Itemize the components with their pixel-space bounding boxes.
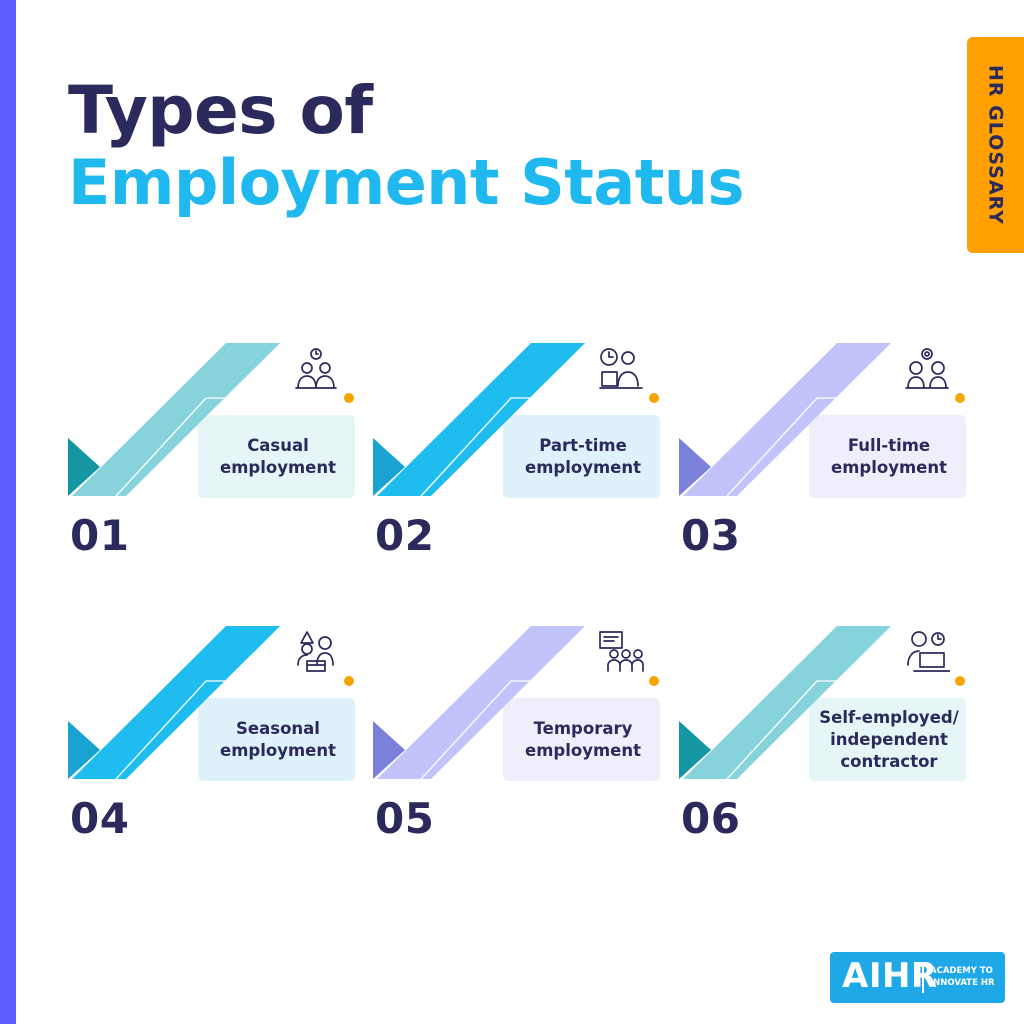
check-swoosh (373, 343, 660, 498)
check-swoosh (68, 626, 355, 781)
card-label-line: contractor (840, 752, 938, 771)
card-number: 02 (375, 511, 435, 560)
temporary-staff-icon (599, 631, 644, 672)
card-label-line: Full-time (847, 436, 931, 455)
card-label: Casual employment (198, 418, 358, 496)
check-swoosh (68, 343, 355, 498)
card-label-line: Temporary (533, 719, 633, 738)
employment-card-01: Casual employment 01 (68, 343, 368, 573)
card-label: Seasonal employment (198, 701, 358, 779)
card-number: 03 (681, 511, 741, 560)
employment-card-02: Part-time employment 02 (373, 343, 673, 573)
logo-wordmark: AIHR (842, 956, 938, 996)
card-label-line: employment (831, 458, 947, 477)
logo-divider (922, 962, 924, 993)
card-label-line: independent (830, 730, 948, 749)
employment-card-05: Temporary employment 05 (373, 626, 673, 856)
aihr-logo: AIHR ACADEMY TO INNOVATE HR (830, 952, 1005, 1003)
team-gear-icon (905, 348, 949, 389)
check-swoosh (679, 343, 966, 498)
hr-glossary-tab: HR GLOSSARY (967, 37, 1024, 253)
card-label: Self-employed/independent contractor (809, 701, 969, 779)
card-label-line: employment (220, 458, 336, 477)
card-label-line: Seasonal (236, 719, 320, 738)
left-accent-bar (0, 0, 16, 1024)
people-clock-icon (295, 348, 337, 389)
card-label: Full-time employment (809, 418, 969, 496)
card-label-line: Casual (247, 436, 309, 455)
card-label-line: employment (525, 741, 641, 760)
freelancer-laptop-icon (907, 631, 950, 672)
card-number: 06 (681, 794, 741, 843)
employment-card-04: Seasonal employment 04 (68, 626, 368, 856)
check-swoosh (373, 626, 660, 781)
page-title: Types of Employment Status (68, 78, 744, 214)
card-number: 04 (70, 794, 130, 843)
employment-card-06: Self-employed/independent contractor 06 (679, 626, 979, 856)
card-number: 01 (70, 511, 130, 560)
check-swoosh (679, 626, 966, 781)
card-number: 05 (375, 794, 435, 843)
card-label-line: Self-employed/ (819, 708, 959, 727)
card-label-line: Part-time (539, 436, 627, 455)
clock-worker-icon (599, 348, 643, 389)
seasonal-workers-icon (297, 631, 334, 672)
hr-glossary-label: HR GLOSSARY (984, 65, 1007, 225)
card-label: Temporary employment (503, 701, 663, 779)
title-line-1: Types of (68, 72, 373, 149)
employment-card-03: Full-time employment 03 (679, 343, 979, 573)
card-label: Part-time employment (503, 418, 663, 496)
logo-tagline: ACADEMY TO INNOVATE HR (930, 966, 995, 988)
card-label-line: employment (220, 741, 336, 760)
title-line-2: Employment Status (68, 146, 744, 219)
card-label-line: employment (525, 458, 641, 477)
